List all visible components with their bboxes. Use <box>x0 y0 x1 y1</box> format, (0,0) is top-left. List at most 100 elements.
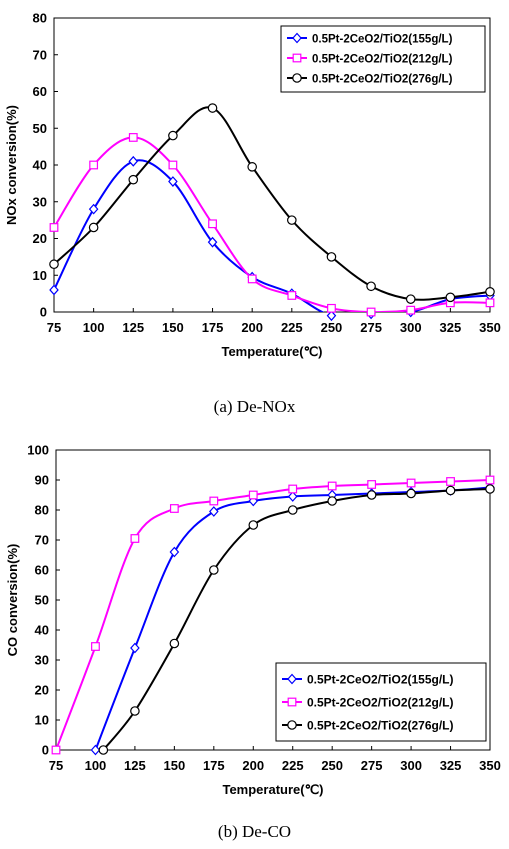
co-series-2-point <box>288 484 298 494</box>
co-x-tick-label: 225 <box>282 758 304 773</box>
nox-series-line-1 <box>54 159 490 312</box>
nox-x-tick-label: 300 <box>400 320 422 335</box>
nox-legend-label-2: 0.5Pt-2CeO2/TiO2(212g/L) <box>312 54 453 66</box>
nox-series-3-point <box>287 215 297 225</box>
co-series-2-point <box>406 478 416 488</box>
co-legend-label-1: 0.5Pt-2CeO2/TiO2(155g/L) <box>307 673 454 687</box>
co-series-1-point <box>169 546 180 558</box>
co-series-1-point <box>90 744 101 756</box>
co-x-tick-label: 300 <box>400 758 422 773</box>
nox-y-tick-label: 70 <box>33 47 47 62</box>
co-series-markers-3 <box>98 484 495 755</box>
co-x-tick-label: 325 <box>440 758 462 773</box>
nox-y-tick-label: 30 <box>33 194 47 209</box>
nox-series-3-point <box>88 222 99 233</box>
co-y-tick-label: 10 <box>35 713 49 728</box>
co-series-3-point <box>169 638 180 649</box>
nox-x-tick-label: 175 <box>202 320 224 335</box>
co-series-2-point <box>485 475 495 485</box>
nox-series-3-point <box>445 292 456 303</box>
co-x-tick-label: 175 <box>203 758 225 773</box>
co-y-tick-label: 80 <box>35 503 49 518</box>
nox-series-3-point <box>485 286 495 297</box>
co-y-tick-label: 20 <box>35 683 49 698</box>
nox-series-2-point <box>208 219 217 229</box>
co-x-tick-label: 200 <box>242 758 264 773</box>
co-series-3-point <box>366 490 377 500</box>
nox-series-3-point <box>366 281 376 292</box>
nox-series-3-point <box>326 252 337 262</box>
nox-series-2-point <box>247 274 257 284</box>
nox-series-1-point <box>207 236 218 248</box>
nox-series-2-point <box>287 291 297 300</box>
nox-series-3-point <box>207 103 218 113</box>
nox-x-tick-label: 225 <box>281 320 303 335</box>
nox-y-tick-label: 10 <box>33 268 47 283</box>
co-series-2-point <box>446 477 455 486</box>
nox-legend-label-1: 0.5Pt-2CeO2/TiO2(155g/L) <box>312 34 453 46</box>
co-series-markers-2 <box>51 475 495 755</box>
co-chart-svg: 0 10 20 30 40 50 60 70 80 90 100 75 100 125 150 175 200 2… <box>5 443 501 798</box>
co-x-tick-label: 250 <box>321 758 343 773</box>
nox-series-3-point <box>168 130 178 141</box>
co-series-2-point <box>209 496 219 506</box>
co-x-axis-label: Temperature(℃) <box>222 782 323 797</box>
nox-series-3-point <box>49 259 59 270</box>
co-x-tick-label: 75 <box>49 758 63 773</box>
co-y-axis-label: CO conversion(%) <box>5 544 20 657</box>
nox-series-1-point <box>88 203 99 215</box>
nox-legend <box>280 25 486 93</box>
co-y-tick-label: 90 <box>35 473 49 488</box>
nox-series-2-point <box>168 160 178 170</box>
nox-series-3-point <box>405 294 416 304</box>
co-series-3-point <box>209 565 219 575</box>
co-legend-2-point <box>287 697 297 707</box>
co-y-tick-label: 100 <box>27 443 49 458</box>
nox-chart-caption: (a) De-NOx <box>213 397 296 416</box>
co-x-tick-label: 350 <box>479 758 501 773</box>
co-series-3-point <box>287 505 298 515</box>
co-series-1-point <box>287 491 298 502</box>
co-x-tick-label: 150 <box>164 758 186 773</box>
co-y-tick-label: 30 <box>35 653 49 668</box>
co-series-line-1 <box>94 486 490 750</box>
nox-series-line-3 <box>54 106 490 301</box>
nox-legend-3-point <box>292 73 302 83</box>
nox-series-2-point <box>406 305 416 315</box>
nox-x-tick-label: 75 <box>47 320 61 335</box>
nox-series-1-point <box>168 176 178 187</box>
nox-series-markers-1 <box>49 155 495 322</box>
nox-series-2-point <box>485 298 495 308</box>
co-series-3-point <box>327 496 337 506</box>
co-x-tick-label: 275 <box>361 758 383 773</box>
nox-x-tick-label: 200 <box>241 320 263 335</box>
nox-series-markers-3 <box>49 103 495 304</box>
nox-legend-1-point <box>292 32 302 44</box>
nox-series-2-point <box>49 223 59 232</box>
co-legend-3-point <box>287 720 297 730</box>
co-chart-caption: (b) De-CO <box>217 822 292 841</box>
nox-y-tick-label: 50 <box>33 121 47 136</box>
co-y-tick-label: 40 <box>35 623 49 638</box>
nox-x-tick-label: 100 <box>83 320 105 335</box>
co-y-tick-label: 60 <box>35 563 49 578</box>
co-series-3-point <box>406 488 416 499</box>
co-series-2-point <box>248 490 258 500</box>
co-y-tick-label: 50 <box>35 593 49 608</box>
co-series-2-point <box>169 504 179 513</box>
nox-y-tick-label: 40 <box>33 158 47 173</box>
nox-x-tick-label: 150 <box>162 320 184 335</box>
co-y-tick-label: 70 <box>35 533 49 548</box>
nox-x-tick-label: 325 <box>440 320 462 335</box>
nox-y-tick-label: 80 <box>33 11 47 26</box>
nox-legend-2-point <box>292 53 302 63</box>
co-series-2-point <box>367 480 377 489</box>
nox-y-tick-label: 60 <box>33 84 47 99</box>
co-series-2-point <box>91 642 100 651</box>
nox-series-1-point <box>326 310 337 322</box>
co-legend <box>275 662 487 742</box>
co-series-3-point <box>98 745 109 755</box>
co-series-1-point <box>209 506 219 517</box>
nox-x-tick-label: 250 <box>321 320 343 335</box>
co-series-3-point <box>130 706 140 716</box>
